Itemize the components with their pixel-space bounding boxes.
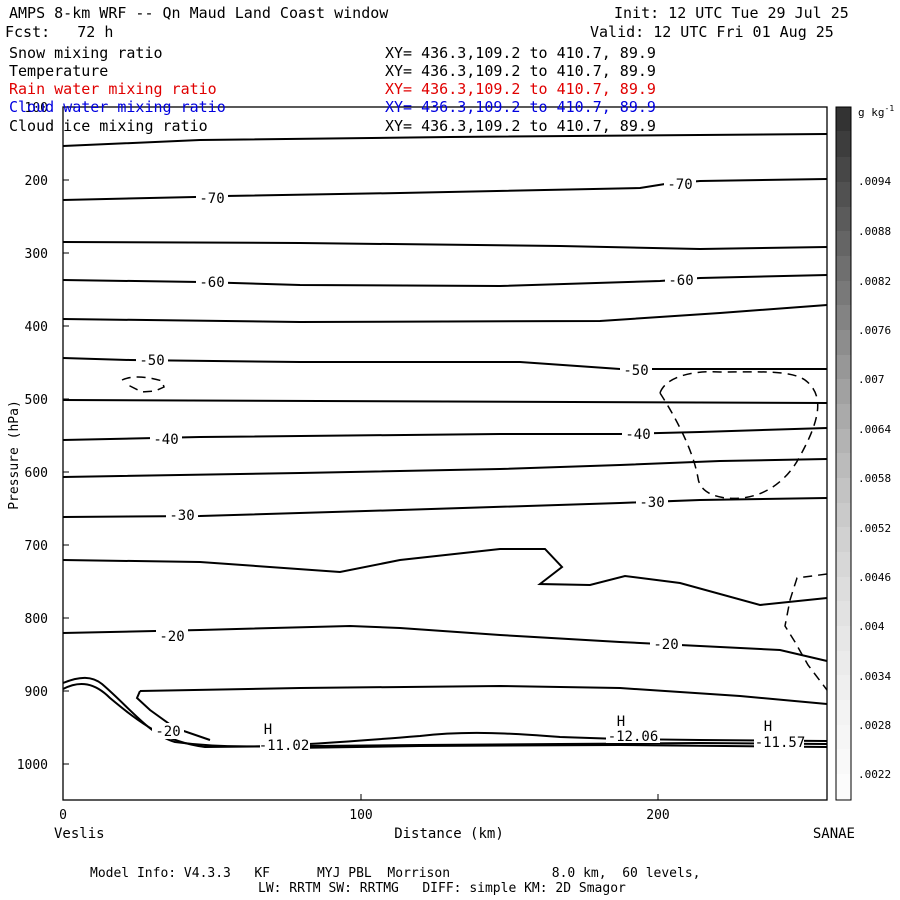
mixing-ratio-line (659, 370, 819, 500)
isotherm-label: -70 (667, 177, 692, 193)
colorbar-label: .0052 (858, 522, 891, 535)
y-tick-label: 100 (25, 101, 48, 116)
isotherm-line (62, 682, 828, 749)
isotherm-line (62, 241, 828, 251)
temperature-labels: -70 -70 -60 -60 -50 -50 -40 -40 -30 -30 … (136, 176, 697, 740)
y-tick-labels: 100 200 300 400 500 600 700 800 900 1000 (17, 101, 48, 773)
y-tick-label: 500 (25, 393, 48, 408)
plot-frame (62, 106, 828, 801)
x-endpoint-left: Veslis (54, 826, 105, 842)
x-tick-label: 0 (59, 808, 67, 823)
isotherm-label: -20 (653, 637, 678, 653)
y-tick-label: 1000 (17, 758, 48, 773)
isotherm-line (289, 743, 828, 749)
mixing-ratio-line (121, 376, 165, 393)
isotherm-line (62, 624, 828, 662)
model-info: Model Info: V4.3.3 KF MYJ PBL Morrison 8… (90, 866, 701, 881)
colorbar-label: .0082 (858, 275, 891, 288)
colorbar (835, 106, 852, 801)
plot-title: AMPS 8-km WRF -- Qn Maud Land Coast wind… (9, 4, 389, 22)
isotherm-label: -20 (155, 724, 180, 740)
isotherm-label: -30 (639, 495, 664, 511)
colorbar-label: .0058 (858, 472, 891, 485)
y-axis (63, 179, 69, 765)
x-endpoint-right: SANAE (813, 826, 855, 842)
high-value: -12.06 (608, 729, 659, 745)
field-name-temperature: Temperature (9, 62, 109, 80)
colorbar-label: .0028 (858, 719, 891, 732)
isotherm-line (135, 690, 211, 741)
colorbar-label: .0064 (858, 423, 891, 436)
field-xy-rain: XY= 436.3,109.2 to 410.7, 89.9 (385, 80, 656, 98)
field-name-cloud-water: Cloud water mixing ratio (9, 98, 226, 116)
isotherm-label: -50 (139, 353, 164, 369)
high-value: -11.57 (755, 735, 806, 751)
valid-time: Valid: 12 UTC Fri 01 Aug 25 (590, 23, 834, 41)
isotherm-line (62, 548, 828, 607)
isotherm-line (62, 133, 828, 147)
x-axis-label: Distance (km) (394, 826, 504, 842)
x-tick-label: 200 (646, 808, 669, 823)
init-time: Init: 12 UTC Tue 29 Jul 25 (614, 4, 849, 22)
y-tick-label: 700 (25, 539, 48, 554)
y-tick-label: 300 (25, 247, 48, 262)
high-letter: H (764, 719, 772, 735)
isotherm-line (62, 178, 828, 201)
colorbar-label: .0022 (858, 768, 891, 781)
high-markers: H -11.02 H -12.06 H -11.57 (259, 714, 806, 754)
x-tick-labels: 0 100 200 (59, 808, 670, 823)
colorbar-label: .0034 (858, 670, 891, 683)
y-tick-label: 200 (25, 174, 48, 189)
field-name-rain: Rain water mixing ratio (9, 80, 217, 98)
isotherm-line (62, 458, 828, 478)
high-letter: H (617, 714, 625, 730)
y-tick-label: 800 (25, 612, 48, 627)
colorbar-label: .0046 (858, 571, 891, 584)
field-xy-cloud-ice: XY= 436.3,109.2 to 410.7, 89.9 (385, 117, 656, 135)
mixing-ratio-contours (121, 370, 828, 691)
isotherm-label: -70 (199, 191, 224, 207)
isotherm-label: -60 (668, 273, 693, 289)
isotherm-line (62, 399, 828, 404)
colorbar-label: .0088 (858, 225, 891, 238)
field-xy-snow: XY= 436.3,109.2 to 410.7, 89.9 (385, 44, 656, 62)
isotherm-line (62, 304, 828, 324)
field-xy-temperature: XY= 436.3,109.2 to 410.7, 89.9 (385, 62, 656, 80)
forecast-hour: Fcst: 72 h (5, 23, 114, 41)
isotherm-line (62, 274, 828, 288)
y-tick-label: 900 (25, 685, 48, 700)
isotherm-label: -30 (169, 508, 194, 524)
x-tick-label: 100 (349, 808, 372, 823)
field-name-cloud-ice: Cloud ice mixing ratio (9, 117, 208, 135)
y-tick-label: 600 (25, 466, 48, 481)
high-letter: H (264, 722, 272, 738)
mixing-ratio-line (784, 573, 828, 691)
isotherm-line (139, 684, 828, 705)
colorbar-label: .004 (858, 620, 885, 633)
field-xy-cloud-water: XY= 436.3,109.2 to 410.7, 89.9 (385, 98, 656, 116)
isotherm-label: -40 (153, 432, 178, 448)
isotherm-label: -20 (159, 629, 184, 645)
colorbar-label: .0094 (858, 175, 891, 188)
y-axis-label: Pressure (hPa) (7, 400, 22, 510)
high-value: -11.02 (259, 738, 310, 754)
colorbar-label: .007 (858, 373, 885, 386)
colorbar-unit: g kg-1 (858, 104, 894, 119)
y-tick-label: 400 (25, 320, 48, 335)
isotherm-line (62, 357, 827, 370)
isotherm-label: -40 (625, 427, 650, 443)
colorbar-label: .0076 (858, 324, 891, 337)
field-name-snow: Snow mixing ratio (9, 44, 163, 62)
colorbar-labels: g kg-1 .0094 .0088 .0082 .0076 .007 .006… (858, 104, 894, 781)
x-axis (62, 794, 659, 800)
model-physics: LW: RRTM SW: RRTMG DIFF: simple KM: 2D S… (258, 881, 626, 896)
isotherm-label: -50 (623, 363, 648, 379)
isotherm-label: -60 (199, 275, 224, 291)
